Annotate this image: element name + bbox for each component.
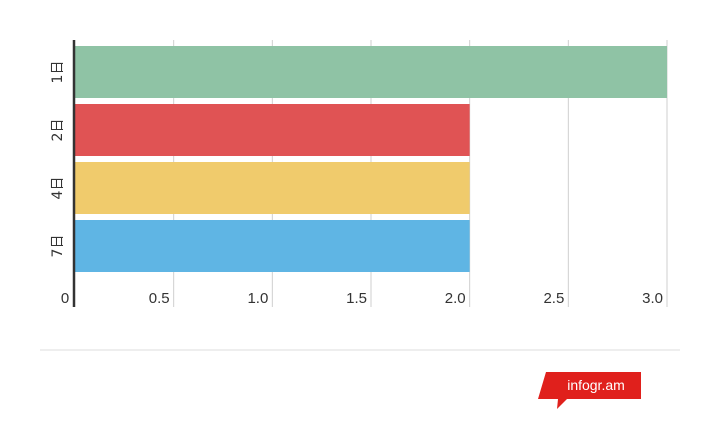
bar-4 [75,220,470,272]
bar-2 [75,104,470,156]
logo-badge [538,372,641,409]
x-tick-label: 0 [61,290,69,307]
x-tick-label: 1.0 [247,290,268,307]
category-label: 1日 [50,61,66,84]
x-tick-label: 1.5 [346,290,367,307]
category-label: 7日 [50,235,66,258]
x-tick-label: 2.0 [445,290,466,307]
bars [75,46,667,272]
x-tick-labels: 0 0.5 1.0 1.5 2.0 2.5 3.0 [61,290,663,307]
infogram-logo[interactable]: infogr.am [538,372,641,409]
category-label: 2日 [50,119,66,142]
category-labels: 1日 2日 4日 7日 [50,61,66,258]
x-tick-label: 2.5 [543,290,564,307]
bar-3 [75,162,470,214]
x-tick-label: 0.5 [149,290,170,307]
category-label: 4日 [50,177,66,200]
logo-label: infogr.am [567,377,625,393]
bar-1 [75,46,667,98]
x-tick-label: 3.0 [642,290,663,307]
